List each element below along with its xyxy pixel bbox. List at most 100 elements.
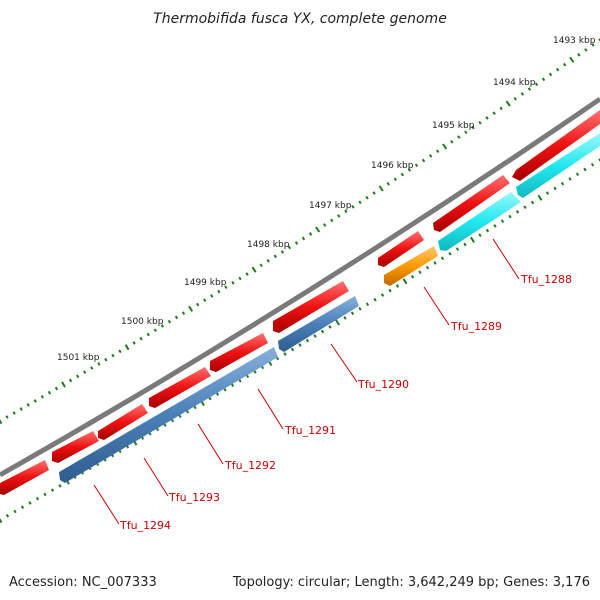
scale-tick bbox=[308, 232, 313, 236]
scale-tick bbox=[555, 67, 560, 72]
inner-tick bbox=[568, 177, 572, 181]
gene-label-tfu-1292[interactable]: Tfu_1292 bbox=[224, 459, 276, 472]
scale-tick bbox=[132, 341, 136, 345]
scale-tick bbox=[231, 281, 235, 285]
gene-tfu-1288-arrow bbox=[516, 133, 600, 198]
scale-tick bbox=[273, 254, 277, 259]
inner-tick bbox=[433, 261, 437, 265]
gene-label-tfu-1289[interactable]: Tfu_1289 bbox=[450, 320, 502, 333]
leader-tfu-1293 bbox=[143, 457, 169, 497]
accession-text: Accession: NC_007333 bbox=[9, 575, 157, 590]
inner-tick bbox=[305, 338, 310, 343]
scale-tick bbox=[400, 172, 405, 177]
scale-tick bbox=[330, 218, 334, 223]
scale-tick bbox=[26, 403, 30, 407]
inner-tick bbox=[13, 509, 17, 514]
inner-tick bbox=[208, 396, 212, 401]
scale-tick bbox=[5, 415, 9, 419]
scale-tick bbox=[146, 332, 150, 337]
leader-tfu-1294 bbox=[93, 484, 120, 525]
forward-gene-arrow bbox=[210, 333, 268, 372]
inner-tick bbox=[425, 265, 430, 270]
scale-tick bbox=[562, 62, 567, 67]
scale-tick bbox=[33, 399, 37, 403]
forward-gene-arrow bbox=[52, 431, 99, 463]
scale-tick bbox=[61, 381, 66, 388]
inner-tick bbox=[380, 293, 385, 297]
topology-text: Topology: circular; Length: 3,642,249 bp… bbox=[232, 575, 590, 590]
scale-tick bbox=[174, 315, 179, 320]
gene-tfu-1288-arrow bbox=[438, 192, 521, 251]
gene-label-tfu-1293[interactable]: Tfu_1293 bbox=[168, 491, 220, 504]
scale-tick bbox=[294, 241, 299, 245]
gene-tfu-1291-arrow bbox=[59, 347, 278, 483]
gene-tfu-1289-arrow bbox=[384, 246, 438, 286]
inner-tick bbox=[253, 370, 257, 374]
scale-tick bbox=[160, 324, 164, 328]
inner-tick bbox=[298, 343, 302, 347]
scale-tick bbox=[188, 305, 194, 312]
inner-tick bbox=[583, 167, 587, 172]
inner-tick bbox=[455, 247, 460, 251]
inner-tick bbox=[20, 505, 25, 509]
scale-tick bbox=[478, 120, 482, 125]
scale-tick bbox=[584, 48, 588, 52]
inner-tick bbox=[178, 414, 182, 419]
inner-tick bbox=[170, 418, 175, 423]
scale-tick bbox=[40, 395, 44, 399]
scale-tick bbox=[492, 111, 496, 115]
gene-tfu-1290-arrow bbox=[278, 296, 359, 352]
inner-tick bbox=[500, 219, 505, 224]
gene-label-leaders bbox=[93, 238, 520, 525]
gene-label-tfu-1288[interactable]: Tfu_1288 bbox=[520, 273, 572, 286]
inner-tick bbox=[283, 352, 287, 356]
inner-tick bbox=[343, 316, 347, 320]
inner-tick bbox=[523, 205, 527, 210]
scale-tick bbox=[407, 168, 412, 172]
gene-label-tfu-1291[interactable]: Tfu_1291 bbox=[284, 424, 336, 437]
scale-tick bbox=[259, 263, 263, 268]
scale-tick bbox=[181, 311, 186, 315]
scale-tick bbox=[471, 125, 475, 130]
map-title: Thermobifida fusca YX, complete genome bbox=[153, 11, 447, 27]
inner-tick bbox=[193, 405, 197, 410]
forward-gene-arrow bbox=[273, 281, 349, 333]
scale-tick bbox=[414, 163, 419, 168]
inner-tick bbox=[5, 513, 10, 518]
inner-tick bbox=[463, 242, 467, 247]
inner-tick bbox=[598, 158, 600, 162]
scale-tick bbox=[124, 344, 130, 351]
scale-tick bbox=[386, 182, 390, 186]
gene-labels: Tfu_1288 Tfu_1289 Tfu_1290 Tfu_1291 Tfu_… bbox=[119, 273, 572, 532]
scale-tick bbox=[591, 43, 595, 47]
gene-label-tfu-1290[interactable]: Tfu_1290 bbox=[357, 378, 409, 391]
scale-tick bbox=[372, 191, 376, 195]
inner-tick bbox=[440, 256, 445, 261]
scale-tick bbox=[111, 353, 115, 358]
scale-tick bbox=[251, 266, 257, 273]
gene-label-tfu-1294[interactable]: Tfu_1294 bbox=[119, 519, 171, 532]
inner-tick bbox=[245, 374, 250, 379]
scale-tick bbox=[577, 53, 581, 57]
inner-tick bbox=[185, 409, 190, 414]
scale-tick bbox=[280, 250, 285, 254]
scale-tick bbox=[118, 349, 122, 354]
scale-tick bbox=[344, 209, 348, 214]
inner-tick bbox=[590, 162, 595, 167]
inner-tick bbox=[275, 356, 280, 361]
inner-tick bbox=[50, 488, 55, 492]
inner-tick bbox=[58, 484, 62, 488]
inner-tick bbox=[410, 274, 415, 279]
scale-tick bbox=[450, 139, 454, 144]
scale-tick bbox=[76, 374, 80, 379]
scale-tick bbox=[210, 294, 214, 298]
scale-tick bbox=[238, 276, 242, 281]
scale-tick bbox=[351, 205, 355, 209]
scale-ring bbox=[0, 38, 600, 425]
scale-tick bbox=[421, 158, 426, 163]
scale-tick bbox=[513, 96, 517, 101]
scale-tick bbox=[287, 245, 292, 250]
scale-tick bbox=[393, 177, 397, 182]
inner-tick bbox=[350, 311, 355, 316]
inner-tick bbox=[223, 387, 227, 392]
